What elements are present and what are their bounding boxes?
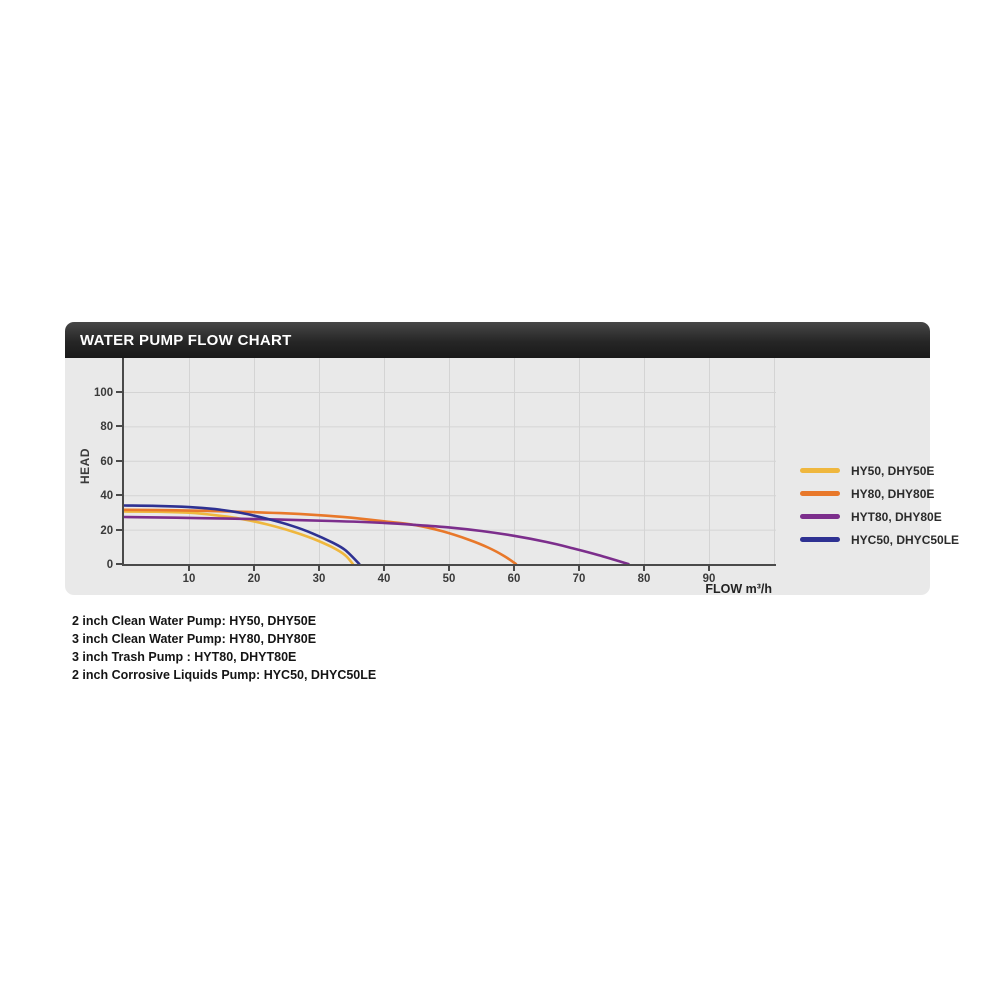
legend-swatch xyxy=(800,468,840,473)
y-tick-mark xyxy=(116,425,124,428)
x-tick-label: 70 xyxy=(572,571,586,585)
pump-curves-svg xyxy=(124,358,776,564)
x-tick-label: 40 xyxy=(377,571,391,585)
pump-model-line: 2 inch Corrosive Liquids Pump: HYC50, DH… xyxy=(72,668,377,682)
y-tick-mark xyxy=(116,459,124,462)
curve-hyt80 xyxy=(124,515,630,564)
x-tick-mark xyxy=(383,566,385,571)
x-axis-label: FLOW m³/h xyxy=(705,582,772,596)
x-tick-mark xyxy=(188,566,190,571)
flow-chart-widget: WATER PUMP FLOW CHART HEAD 0 20 40 60 80 100 1… xyxy=(65,322,959,596)
x-tick-label: 20 xyxy=(247,571,261,585)
chart-header: WATER PUMP FLOW CHART xyxy=(65,322,930,358)
y-tick-label: 40 xyxy=(100,488,114,503)
x-tick-mark xyxy=(318,566,320,571)
curve-hy50 xyxy=(124,510,355,564)
x-tick-mark xyxy=(708,566,710,571)
y-tick-label: 100 xyxy=(94,385,114,399)
legend-swatch xyxy=(800,537,840,542)
legend-item: HYC50, DHYC50LE xyxy=(800,528,959,551)
x-tick-mark xyxy=(643,566,645,571)
x-tick-mark xyxy=(513,566,515,571)
chart-title: WATER PUMP FLOW CHART xyxy=(80,331,292,349)
y-tick-mark xyxy=(116,563,124,565)
chart-panel: HEAD 0 20 40 60 80 100 10 20 30 40 50 60 70 80 90 FLOW… xyxy=(65,358,959,596)
legend-item: HYT80, DHY80E xyxy=(800,505,959,528)
curve-hyc50 xyxy=(124,504,361,564)
x-tick-label: 90 xyxy=(702,571,716,585)
x-tick-mark xyxy=(578,566,580,571)
legend-swatch xyxy=(800,491,840,496)
y-tick-mark xyxy=(116,494,124,497)
x-tick-mark xyxy=(253,566,255,571)
x-tick-label: 30 xyxy=(312,571,326,585)
pump-model-line: 3 inch Clean Water Pump: HY80, DHY80E xyxy=(72,632,317,646)
plot-area xyxy=(122,358,776,566)
y-tick-mark xyxy=(116,391,124,393)
legend-label: HYT80, DHY80E xyxy=(851,509,942,524)
y-tick-label: 80 xyxy=(100,419,114,434)
legend: HY50, DHY50E HY80, DHY80E HYT80, DHY80E HYC… xyxy=(800,459,959,551)
pump-model-line: 3 inch Trash Pump : HYT80, DHYT80E xyxy=(72,650,297,664)
legend-item: HY50, DHY50E xyxy=(800,459,959,482)
x-tick-label: 60 xyxy=(507,571,521,585)
y-tick-mark xyxy=(116,528,124,531)
x-tick-label: 80 xyxy=(637,571,651,585)
legend-label: HY50, DHY50E xyxy=(851,463,935,478)
legend-label: HY80, DHY80E xyxy=(851,486,935,501)
pump-model-list: 2 inch Clean Water Pump: HY50, DHY50E 3 i… xyxy=(72,612,376,684)
y-tick-label: 0 xyxy=(106,557,114,571)
legend-item: HY80, DHY80E xyxy=(800,482,959,505)
x-tick-label: 10 xyxy=(182,571,196,585)
legend-swatch xyxy=(800,514,840,519)
x-tick-label: 50 xyxy=(442,571,456,585)
pump-model-line: 2 inch Clean Water Pump: HY50, DHY50E xyxy=(72,614,317,628)
legend-label: HYC50, DHYC50LE xyxy=(851,532,960,547)
y-tick-label: 20 xyxy=(100,522,114,537)
y-tick-label: 60 xyxy=(100,453,114,468)
x-tick-mark xyxy=(448,566,450,571)
